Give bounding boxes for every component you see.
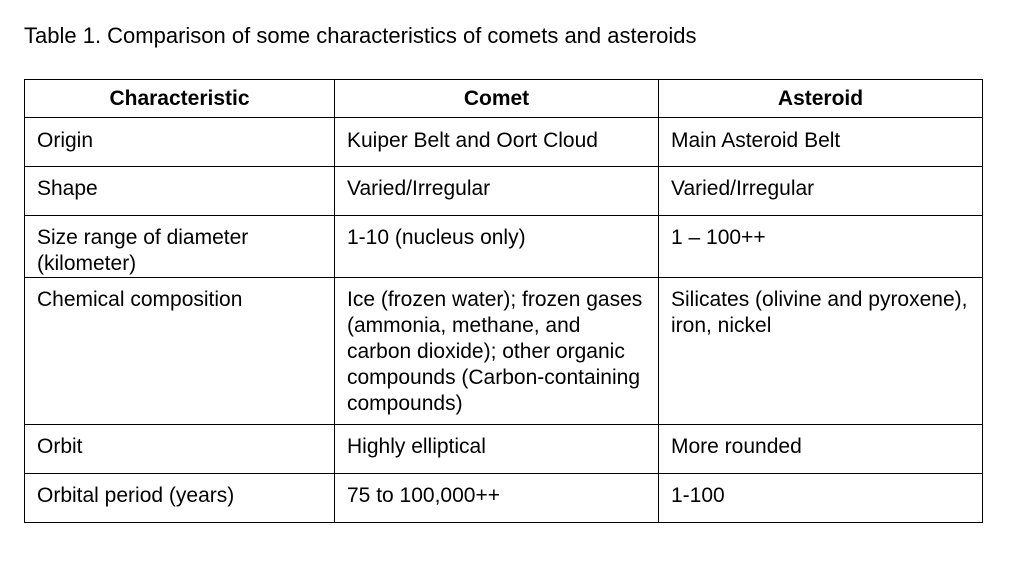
cell-asteroid: Silicates (olivine and pyroxene), iron, …	[658, 277, 983, 425]
cell-comet: 1-10 (nucleus only)	[334, 215, 659, 278]
table-caption: Table 1. Comparison of some characterist…	[24, 23, 697, 48]
cell-asteroid: 1 – 100++	[658, 215, 983, 278]
cell-asteroid: 1-100	[658, 473, 983, 523]
header-asteroid: Asteroid	[658, 79, 983, 118]
table-row: Orbit Highly elliptical More rounded	[24, 424, 983, 474]
cell-asteroid: More rounded	[658, 424, 983, 474]
table-row: Chemical composition Ice (frozen water);…	[24, 277, 983, 425]
table-row: Origin Kuiper Belt and Oort Cloud Main A…	[24, 117, 983, 167]
cell-comet: Varied/Irregular	[334, 166, 659, 216]
table-row: Shape Varied/Irregular Varied/Irregular	[24, 166, 983, 216]
header-characteristic: Characteristic	[24, 79, 335, 118]
cell-comet: Ice (frozen water); frozen gases (ammoni…	[334, 277, 659, 425]
cell-characteristic: Orbital period (years)	[24, 473, 335, 523]
table-row: Orbital period (years) 75 to 100,000++ 1…	[24, 473, 983, 523]
table-row: Size range of diameter (kilometer) 1-10 …	[24, 215, 983, 278]
header-comet: Comet	[334, 79, 659, 118]
cell-comet: Highly elliptical	[334, 424, 659, 474]
comparison-table: Characteristic Comet Asteroid Origin Kui…	[24, 79, 983, 523]
cell-comet: Kuiper Belt and Oort Cloud	[334, 117, 659, 167]
cell-characteristic: Origin	[24, 117, 335, 167]
cell-characteristic: Size range of diameter (kilometer)	[24, 215, 335, 278]
cell-asteroid: Varied/Irregular	[658, 166, 983, 216]
cell-comet: 75 to 100,000++	[334, 473, 659, 523]
table-header-row: Characteristic Comet Asteroid	[24, 79, 983, 118]
cell-characteristic: Shape	[24, 166, 335, 216]
cell-asteroid: Main Asteroid Belt	[658, 117, 983, 167]
cell-characteristic: Orbit	[24, 424, 335, 474]
cell-characteristic: Chemical composition	[24, 277, 335, 425]
